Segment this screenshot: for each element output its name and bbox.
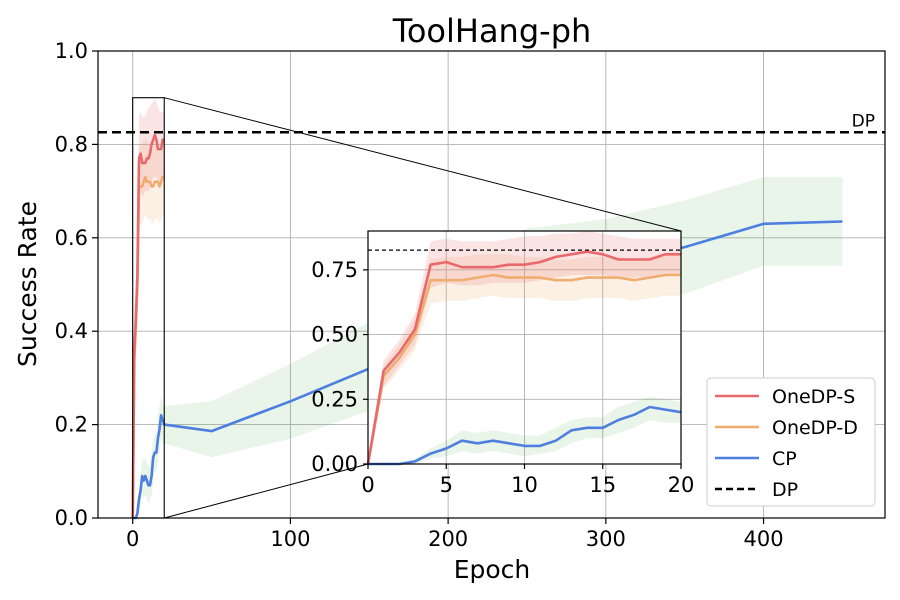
- legend-label-onedp-s: OneDP-S: [772, 386, 855, 408]
- main-reference-line: DP: [98, 111, 885, 134]
- chart-title: ToolHang-ph: [392, 12, 592, 50]
- y-tick-label: 0.4: [55, 319, 88, 343]
- inset-y-tick-label: 0.00: [311, 452, 358, 476]
- legend: OneDP-S OneDP-D CP DP: [706, 377, 876, 507]
- x-tick-label: 0: [126, 527, 139, 551]
- inset-x-tick-label: 0: [361, 473, 374, 497]
- y-tick-label: 1.0: [55, 39, 88, 63]
- inset-x-tick-label: 5: [440, 473, 453, 497]
- y-tick-label: 0.8: [55, 132, 88, 156]
- line-onedp-s: [131, 133, 165, 519]
- inset-x-tick-label: 20: [668, 473, 695, 497]
- x-tick-label: 300: [586, 527, 626, 551]
- main-plot-frame: [97, 50, 886, 519]
- legend-label-onedp-d: OneDP-D: [772, 417, 858, 439]
- inset-x-tick-label: 15: [589, 473, 616, 497]
- inset-x-tick-label: 10: [511, 473, 538, 497]
- x-tick-label: 200: [428, 527, 468, 551]
- x-axis-label: Epoch: [454, 555, 531, 584]
- inset-series-lines: [366, 250, 682, 466]
- y-tick-label: 0.0: [55, 506, 88, 530]
- inset-tick-labels: 0 5 10 15 20 0.00 0.25 0.50 0.75: [311, 258, 694, 497]
- y-tick-label: 0.2: [55, 413, 88, 437]
- inset-band-onedp-d: [368, 254, 681, 464]
- inset-plot: 0 5 10 15 20 0.00 0.25 0.50 0.75: [311, 230, 694, 497]
- x-tick-label: 400: [744, 527, 784, 551]
- zoom-connector-top: [164, 97, 682, 232]
- legend-box: [706, 377, 876, 507]
- inset-line-cp: [368, 405, 682, 466]
- inset-y-tick-label: 0.75: [311, 258, 358, 282]
- x-tick-label: 100: [270, 527, 310, 551]
- y-tick-label: 0.6: [55, 226, 88, 250]
- inset-y-tick-label: 0.50: [311, 323, 358, 347]
- inset-line-onedp-s: [366, 250, 681, 465]
- inset-line-onedp-d: [366, 273, 681, 465]
- legend-label-dp: DP: [772, 479, 798, 501]
- zoom-connector-bottom: [164, 463, 369, 519]
- zoom-indicator: [132, 97, 682, 519]
- y-axis-label: Success Rate: [13, 201, 42, 367]
- band-onedp-d: [132, 139, 165, 518]
- legend-label-cp: CP: [772, 448, 797, 470]
- inset-y-tick-label: 0.25: [311, 387, 358, 411]
- dp-reference-label: DP: [852, 111, 875, 131]
- zoom-region-rect: [132, 97, 165, 519]
